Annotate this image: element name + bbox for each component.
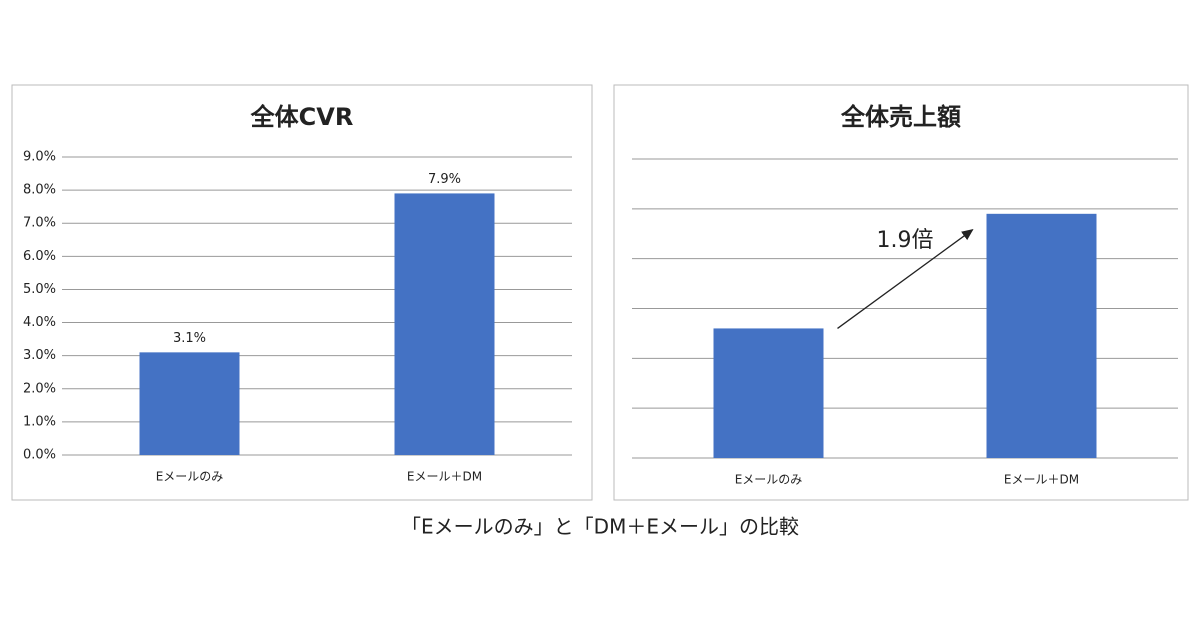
x-tick-label: Eメール＋DM (407, 470, 482, 484)
y-tick-label: 5.0% (23, 282, 56, 297)
x-tick-label: Eメール＋DM (1004, 473, 1079, 487)
annotation-arrow (837, 229, 974, 329)
x-tick-label: Eメールのみ (156, 470, 224, 484)
value-label: 7.9% (428, 172, 461, 187)
bar (139, 352, 240, 455)
x-tick-label: Eメールのみ (735, 473, 803, 487)
y-tick-label: 2.0% (23, 381, 56, 396)
y-tick-label: 9.0% (23, 150, 56, 165)
chart-title: 全体CVR (250, 103, 354, 131)
y-tick-label: 4.0% (23, 315, 56, 330)
bar (713, 328, 824, 458)
bar (986, 213, 1097, 458)
caption: 「Eメールのみ」と「DM＋Eメール」の比較 (401, 515, 799, 539)
bar (394, 193, 495, 455)
y-tick-label: 0.0% (23, 448, 56, 463)
chart-title: 全体売上額 (840, 103, 961, 131)
y-tick-label: 1.0% (23, 414, 56, 429)
chart-frame (11, 84, 593, 501)
y-tick-label: 7.0% (23, 216, 56, 231)
y-tick-label: 6.0% (23, 249, 56, 264)
y-tick-label: 3.0% (23, 348, 56, 363)
annotation: 1.9倍 (877, 228, 934, 253)
y-tick-label: 8.0% (23, 183, 56, 198)
chart-frame (613, 84, 1189, 501)
value-label: 3.1% (173, 331, 206, 346)
